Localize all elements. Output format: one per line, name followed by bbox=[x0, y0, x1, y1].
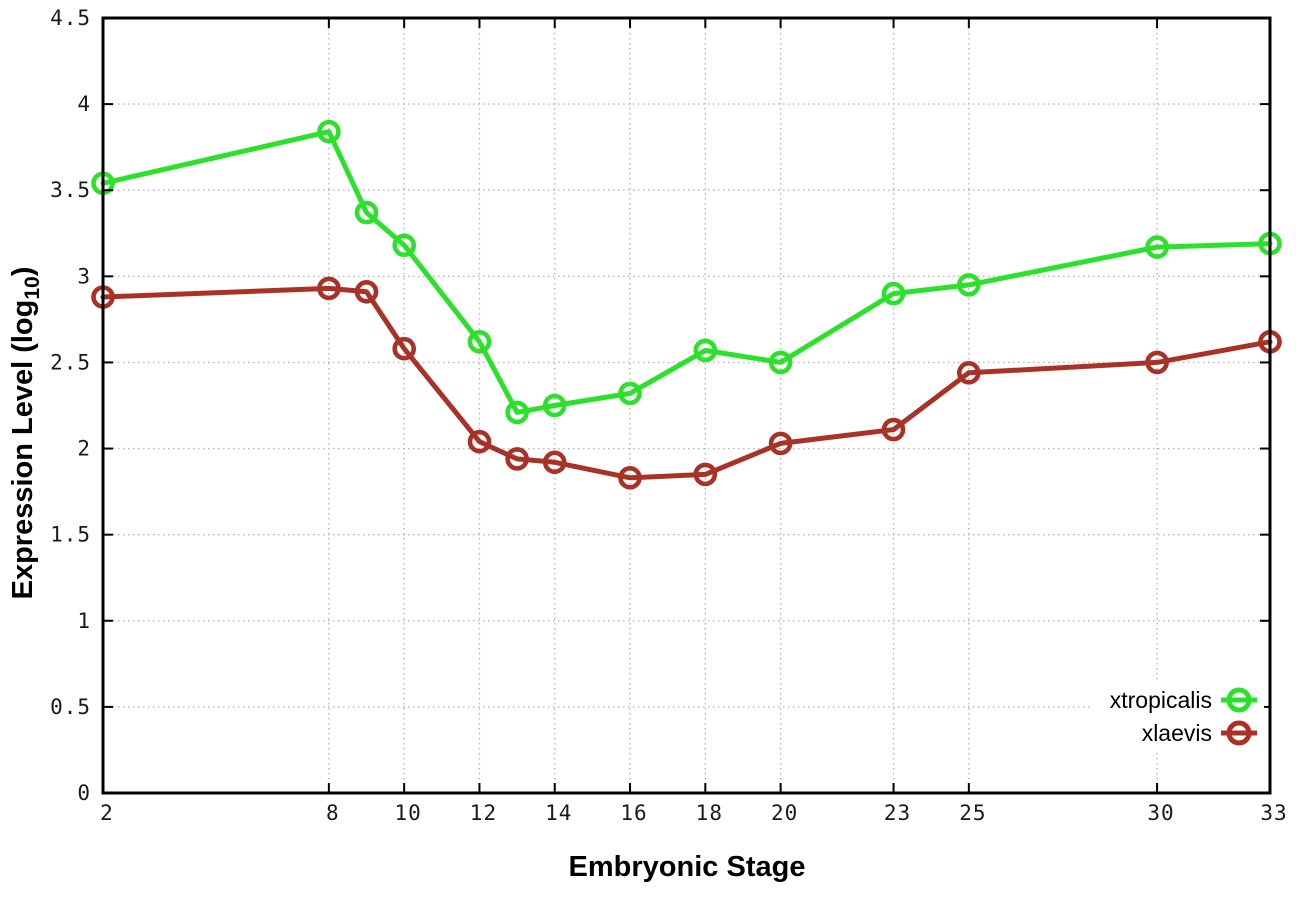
y-tick-label: 1.5 bbox=[50, 523, 91, 547]
x-tick-label: 30 bbox=[1147, 801, 1174, 825]
series-layer bbox=[91, 119, 1282, 490]
line-xlaevis bbox=[100, 285, 1273, 481]
marker-xlaevis bbox=[618, 465, 642, 490]
x-tick-label: 18 bbox=[696, 801, 723, 825]
marker-xtropicalis bbox=[881, 281, 906, 306]
marker-xlaevis bbox=[881, 417, 906, 442]
x-tick-label: 25 bbox=[959, 801, 986, 825]
x-tick-label: 23 bbox=[884, 801, 911, 825]
x-tick-label: 16 bbox=[620, 801, 647, 825]
series-xlaevis bbox=[91, 276, 1282, 490]
marker-xtropicalis bbox=[392, 233, 417, 258]
y-tick-label: 2.5 bbox=[50, 350, 91, 374]
y-tick-label: 3.5 bbox=[50, 178, 91, 202]
marker-xlaevis bbox=[392, 336, 417, 361]
marker-xtropicalis bbox=[317, 119, 341, 144]
marker-xtropicalis bbox=[542, 393, 567, 418]
y-axis-title: Expression Level (log10) bbox=[7, 267, 44, 600]
marker-xlaevis bbox=[317, 276, 341, 301]
y-tick-label: 0.5 bbox=[50, 695, 91, 719]
line-xtropicalis bbox=[100, 129, 1273, 415]
marker-xlaevis bbox=[505, 447, 529, 471]
y-tick-label: 3 bbox=[77, 264, 91, 288]
legend-entry-xlaevis: xlaevis bbox=[1142, 720, 1257, 746]
x-tick-label: 12 bbox=[470, 801, 497, 825]
legend-entry-xtropicalis: xtropicalis bbox=[1110, 687, 1257, 713]
marker-xtropicalis bbox=[467, 329, 492, 354]
series-xtropicalis bbox=[91, 119, 1282, 425]
marker-xtropicalis bbox=[505, 400, 529, 425]
legend-label-xlaevis: xlaevis bbox=[1142, 720, 1212, 746]
y-tick-label: 4.5 bbox=[50, 6, 91, 30]
x-tick-label: 10 bbox=[395, 801, 422, 825]
marker-xtropicalis bbox=[354, 200, 379, 225]
y-tick-label: 4 bbox=[77, 92, 91, 116]
marker-xlaevis bbox=[542, 450, 567, 475]
marker-xlaevis bbox=[354, 279, 379, 304]
x-tick-label: 20 bbox=[771, 801, 798, 825]
marker-xlaevis bbox=[956, 360, 981, 385]
marker-xlaevis bbox=[1145, 350, 1169, 375]
y-tick-label: 2 bbox=[77, 437, 91, 461]
legend-label-xtropicalis: xtropicalis bbox=[1110, 687, 1212, 713]
marker-xtropicalis bbox=[768, 350, 793, 375]
marker-xtropicalis bbox=[956, 273, 981, 297]
ticks-layer bbox=[102, 17, 1271, 794]
x-tick-label: 8 bbox=[326, 801, 340, 825]
x-tick-label: 33 bbox=[1260, 801, 1287, 825]
grid-layer bbox=[103, 17, 1270, 793]
x-tick-label: 14 bbox=[545, 801, 572, 825]
marker-xtropicalis bbox=[618, 381, 642, 406]
legend: xtropicalis xlaevis bbox=[1090, 681, 1264, 751]
marker-xlaevis bbox=[467, 429, 492, 454]
marker-xtropicalis bbox=[693, 338, 718, 363]
marker-xlaevis bbox=[693, 462, 718, 487]
plot-border bbox=[101, 16, 1272, 795]
marker-xlaevis bbox=[768, 431, 793, 456]
x-axis-title: Embryonic Stage bbox=[569, 851, 806, 883]
y-tick-label: 1 bbox=[77, 609, 91, 633]
legend-marker-xlaevis bbox=[1226, 720, 1252, 746]
y-tick-label: 0 bbox=[77, 781, 91, 805]
legend-marker-xtropicalis bbox=[1226, 687, 1252, 713]
marker-xtropicalis bbox=[1145, 235, 1169, 259]
tick-labels-layer: 2 8 10 12 14 16 18 20 23 25 30 33 0 0.5 1 1.5 2 2.5 3 3.5 4 4… bbox=[50, 6, 1287, 825]
x-tick-label: 2 bbox=[100, 801, 114, 825]
